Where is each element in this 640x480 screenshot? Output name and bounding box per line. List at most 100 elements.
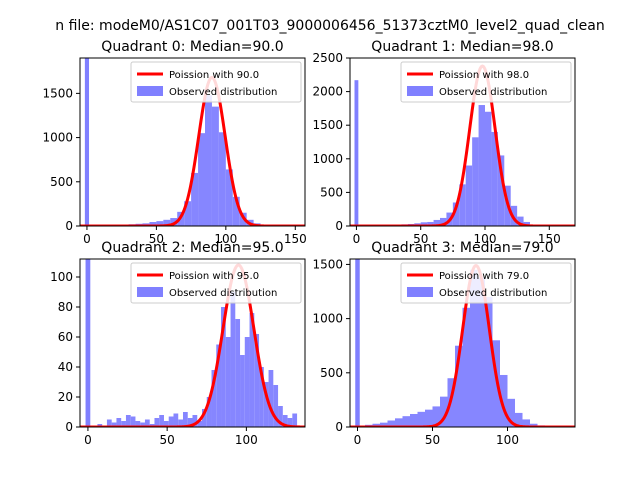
- histogram-bar: [225, 337, 231, 427]
- legend-label-histogram: Observed distribution: [169, 288, 277, 299]
- histogram-bar: [372, 423, 380, 427]
- histogram-bar: [523, 221, 530, 226]
- histogram-bar: [116, 418, 122, 427]
- x-tick-label: 50: [425, 433, 440, 447]
- histogram-bar: [111, 422, 117, 427]
- y-tick-label: 2500: [312, 51, 343, 65]
- histogram-bar: [259, 367, 264, 427]
- legend-swatch-histogram: [137, 287, 163, 297]
- figure-suptitle: n file: modeM0/AS1C07_001T03_9000006456_…: [55, 18, 604, 34]
- histogram-bar: [432, 406, 440, 427]
- y-tick-label: 500: [320, 185, 343, 199]
- histogram-bar: [178, 419, 183, 427]
- histogram-bar: [198, 133, 205, 226]
- histogram-bar: [500, 374, 508, 427]
- y-tick-label: 40: [58, 360, 73, 374]
- histogram-bar: [427, 221, 434, 226]
- axes-frame: [79, 258, 306, 428]
- histogram-bar: [218, 132, 226, 226]
- histogram-bar: [530, 423, 538, 427]
- x-tick-label: 50: [160, 433, 175, 447]
- histogram-bar: [184, 201, 192, 226]
- histogram-bar: [472, 137, 479, 226]
- histogram-bar: [515, 412, 523, 427]
- y-tick-label: 60: [58, 330, 73, 344]
- subplot-title: Quadrant 3: Median=79.0: [371, 240, 553, 256]
- histogram-bar-zero-spike: [354, 80, 359, 226]
- histogram-bar-zero-spike: [355, 259, 360, 427]
- y-tick-label: 1000: [42, 131, 73, 145]
- y-tick-label: 1000: [312, 152, 343, 166]
- histogram-bar: [156, 221, 164, 226]
- histogram-bar: [380, 422, 388, 427]
- histogram-bar: [491, 131, 498, 226]
- legend-label-histogram: Observed distribution: [169, 87, 277, 98]
- x-tick-label: 100: [474, 232, 497, 246]
- histogram-bar: [154, 418, 160, 427]
- legend-swatch-histogram: [137, 86, 163, 96]
- histogram-bar: [211, 370, 217, 427]
- histogram-bar: [206, 397, 212, 427]
- histogram-bar: [517, 216, 524, 226]
- legend: Poission with 79.0 Observed distribution: [400, 262, 572, 304]
- histogram-bar: [417, 411, 425, 427]
- legend: Poission with 98.0 Observed distribution: [400, 61, 572, 103]
- y-tick-label: 500: [50, 175, 73, 189]
- legend-label-poisson: Poission with 79.0: [439, 271, 529, 282]
- legend-label-histogram: Observed distribution: [439, 87, 547, 98]
- legend-label-poisson: Poission with 90.0: [169, 70, 259, 81]
- histogram-bar: [211, 106, 219, 226]
- histogram-bar: [140, 422, 145, 427]
- legend: Poission with 90.0 Observed distribution: [130, 61, 302, 103]
- plot-area: [80, 259, 305, 427]
- histogram-bar: [395, 418, 403, 427]
- subplot-title: Quadrant 1: Median=98.0: [371, 39, 553, 55]
- histogram-bar: [221, 307, 226, 427]
- y-tick-label: 0: [65, 420, 73, 434]
- histogram-bar: [425, 409, 433, 427]
- poisson-curve: [80, 263, 305, 427]
- histogram-bar: [465, 165, 473, 226]
- histogram-bar: [433, 219, 440, 226]
- y-tick-label: 1000: [312, 312, 343, 326]
- y-tick-label: 1500: [312, 118, 343, 132]
- histogram-bar: [282, 415, 288, 427]
- x-tick-label: 100: [496, 433, 519, 447]
- histogram-bar: [182, 412, 188, 427]
- histogram-bar: [455, 345, 463, 427]
- legend-swatch-histogram: [407, 287, 433, 297]
- histogram-bar: [159, 415, 164, 427]
- histogram-bar: [235, 319, 241, 427]
- histogram-bar: [452, 202, 460, 226]
- histogram-bar: [273, 385, 279, 427]
- poisson-curve: [350, 264, 575, 427]
- y-tick-label: 100: [50, 270, 73, 284]
- x-tick-label: 0: [354, 433, 362, 447]
- x-tick-label: 0: [84, 433, 92, 447]
- histogram-bar: [497, 155, 505, 226]
- histogram-bar: [230, 292, 236, 427]
- x-tick-label: 100: [214, 232, 237, 246]
- y-tick-label: 0: [65, 219, 73, 233]
- x-tick-label: 100: [235, 433, 258, 447]
- histogram-bar: [249, 313, 255, 427]
- histogram-bar: [387, 420, 395, 427]
- histogram-bar: [225, 169, 233, 226]
- histogram-bar: [470, 269, 478, 427]
- histogram-bar: [459, 184, 466, 226]
- histogram-bar: [216, 344, 222, 427]
- histogram-bar: [254, 334, 260, 427]
- histogram-bar: [232, 196, 240, 226]
- x-tick-label: 150: [538, 232, 561, 246]
- histogram-bar: [202, 409, 207, 427]
- histogram-bar: [197, 421, 203, 427]
- legend-swatch-histogram: [407, 86, 433, 96]
- histogram-bar: [292, 413, 298, 427]
- x-tick-label: 0: [83, 232, 91, 246]
- histogram-bar: [440, 396, 448, 427]
- histogram-bar: [420, 222, 428, 226]
- histogram-bar: [287, 418, 293, 427]
- y-tick-label: 80: [58, 300, 73, 314]
- y-tick-label: 2000: [312, 85, 343, 99]
